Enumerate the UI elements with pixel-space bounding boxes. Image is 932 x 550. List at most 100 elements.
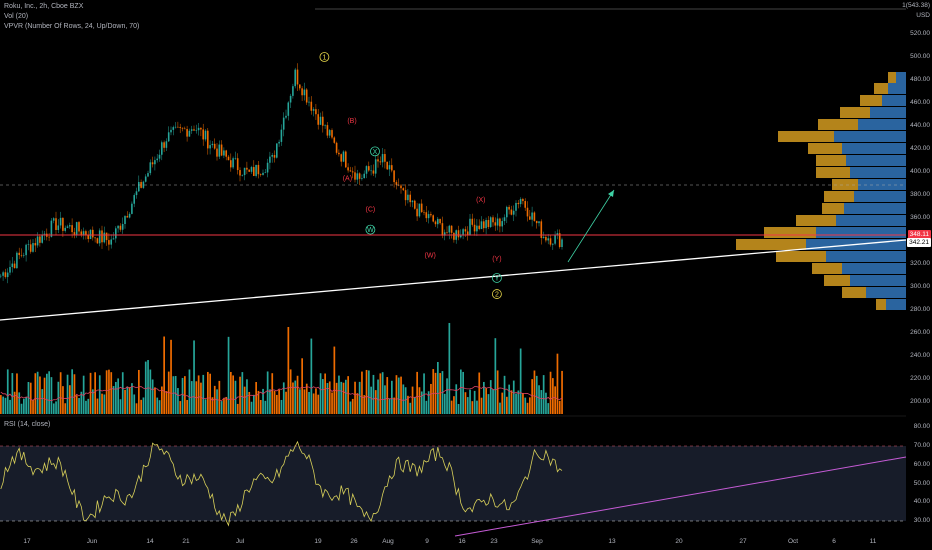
candle-body xyxy=(133,195,135,204)
candle-body xyxy=(209,145,211,149)
vpvr-up-bar xyxy=(888,83,906,94)
volume-bar xyxy=(345,379,347,414)
candle-body xyxy=(230,160,232,168)
volume-bar xyxy=(158,400,161,414)
candle-body xyxy=(264,172,267,174)
candle-body xyxy=(322,116,324,126)
price-axis[interactable]: 1(543.38) USD 520.00 500.00 480.00 460.00 44… xyxy=(902,0,932,550)
volume-bar xyxy=(476,400,478,414)
candle-body xyxy=(16,252,18,269)
candle-body xyxy=(483,221,485,229)
candle-body xyxy=(420,203,423,213)
candle-body xyxy=(98,230,101,244)
candle-body xyxy=(450,225,453,233)
volume-bar xyxy=(278,389,280,414)
candle-body xyxy=(443,232,446,236)
volume-bar xyxy=(319,373,322,414)
volume-bar xyxy=(480,397,483,414)
volume-bar xyxy=(356,393,359,414)
candle-body xyxy=(418,203,421,217)
wave-label: (Y) xyxy=(492,256,501,263)
volume-bar xyxy=(105,370,108,414)
vpvr-down-bar xyxy=(764,227,816,238)
candle-body xyxy=(319,116,322,125)
candle-body xyxy=(386,161,388,170)
candles xyxy=(0,63,563,284)
candle-body xyxy=(181,127,184,129)
volume-bar xyxy=(349,401,352,414)
volume-bar xyxy=(108,369,110,414)
arrow-head xyxy=(608,190,614,197)
vpvr-up-bar xyxy=(886,299,906,310)
candle-body xyxy=(496,218,499,226)
candle-body xyxy=(216,148,218,157)
candle-body xyxy=(501,221,503,227)
projection-arrow[interactable] xyxy=(567,189,615,263)
candle-body xyxy=(190,129,193,131)
volume-bar xyxy=(347,376,349,414)
candle-body xyxy=(365,166,368,174)
candle-body xyxy=(478,225,480,229)
candle-body xyxy=(473,224,476,232)
vpvr-down-bar xyxy=(824,191,854,202)
candle-body xyxy=(36,236,39,246)
candle-body xyxy=(154,160,156,165)
candle-body xyxy=(540,221,543,238)
rsi-trend-line[interactable] xyxy=(454,456,907,537)
volume-bar xyxy=(13,391,16,414)
candle-body xyxy=(186,129,188,137)
volume-bar xyxy=(402,384,405,414)
volume-bar xyxy=(558,400,561,414)
volume-bar xyxy=(287,326,290,414)
vpvr-up-bar xyxy=(816,227,906,238)
candle-body xyxy=(338,152,340,155)
volume-bar xyxy=(239,376,241,414)
volume-bar xyxy=(98,375,101,414)
candle-body xyxy=(462,229,464,236)
vpvr-up-bar xyxy=(850,275,906,286)
candle-body xyxy=(531,212,533,220)
volume-bar xyxy=(372,374,375,414)
candle-body xyxy=(75,222,78,235)
price-tick: 380.00 xyxy=(910,191,930,199)
volume-bar xyxy=(340,381,343,414)
volume-bar xyxy=(66,374,69,414)
volume-bar xyxy=(462,371,464,414)
volume-bar xyxy=(485,387,487,414)
legend-vol: Vol (20) xyxy=(4,13,29,20)
volume-bar xyxy=(358,381,361,414)
candle-body xyxy=(172,127,175,130)
candle-body xyxy=(0,275,2,277)
volume-bar xyxy=(512,380,515,414)
volume-bar xyxy=(216,389,218,414)
candle-body xyxy=(108,240,110,245)
candle-body xyxy=(299,84,301,89)
volume-bar xyxy=(121,372,124,414)
volume-bar xyxy=(253,394,255,414)
candle-body xyxy=(241,175,244,176)
volume-bar xyxy=(271,373,274,414)
candle-body xyxy=(333,137,336,143)
candle-body xyxy=(395,182,398,185)
vpvr-up-bar xyxy=(854,191,906,202)
candle-body xyxy=(103,232,106,243)
volume-bar xyxy=(276,394,278,414)
volume-bar xyxy=(172,376,175,414)
volume-bar xyxy=(69,385,71,414)
price-tick: 440.00 xyxy=(910,122,930,130)
volume-bar xyxy=(186,399,188,414)
candle-body xyxy=(545,236,547,241)
candle-body xyxy=(167,132,170,142)
volume-bar xyxy=(487,394,490,414)
volume-bar xyxy=(255,382,257,414)
volume-bar xyxy=(246,379,248,414)
candle-body xyxy=(519,198,522,205)
candle-body xyxy=(347,167,349,171)
trend-line[interactable] xyxy=(0,239,907,321)
candle-body xyxy=(377,159,379,162)
volume-bar xyxy=(301,358,303,414)
candle-body xyxy=(195,130,198,131)
volume-bar xyxy=(174,376,177,414)
vpvr-down-bar xyxy=(840,107,870,118)
candle-body xyxy=(204,130,207,140)
